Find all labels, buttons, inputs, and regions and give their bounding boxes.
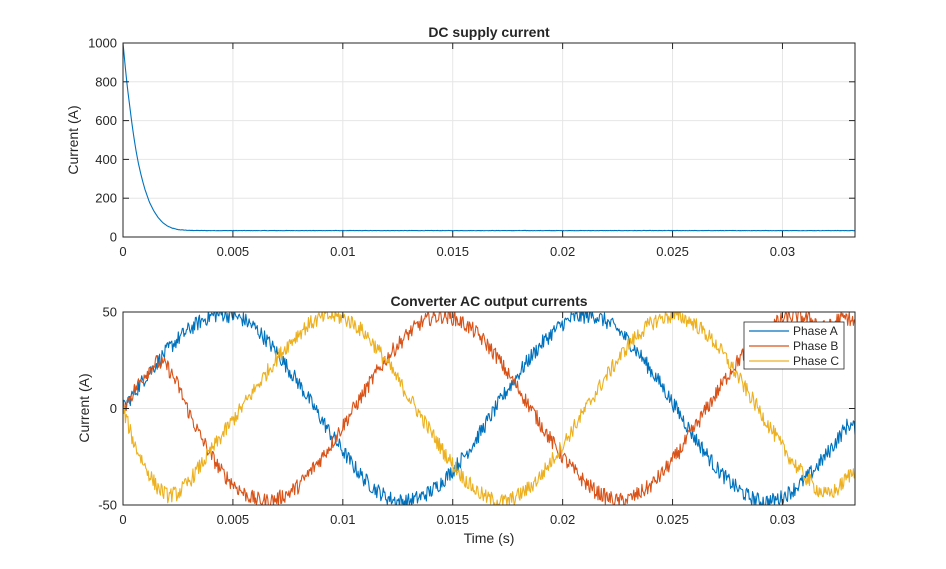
y-tick-label: 600	[95, 113, 117, 128]
legend-label-phase-b: Phase B	[793, 339, 838, 353]
x-tick-label: 0.005	[217, 512, 250, 527]
dc-current-axes: 0 0.005 0.01 0.015 0.02 0.025 0.03 0 200 400 600 80…	[65, 24, 856, 259]
ac-currents-title: Converter AC output currents	[390, 293, 587, 309]
x-tick-label: 0.01	[330, 512, 355, 527]
dc-current-series	[123, 43, 855, 232]
x-tick-label: 0.025	[656, 512, 689, 527]
dc-current-ticks: 0 0.005 0.01 0.015 0.02 0.025 0.03 0 200 400 600 80…	[88, 36, 855, 259]
ac-currents-series	[123, 312, 855, 505]
phase-a-line	[123, 312, 855, 505]
x-tick-label: 0.025	[656, 244, 689, 259]
y-tick-label: 0	[110, 401, 117, 416]
dc-current-ylabel: Current (A)	[65, 105, 81, 174]
ac-currents-grid	[123, 312, 855, 505]
ac-currents-xlabel: Time (s)	[464, 530, 515, 546]
y-tick-label: -50	[98, 498, 117, 513]
phase-c-line	[123, 312, 855, 505]
y-tick-label: 50	[103, 305, 117, 320]
ac-currents-legend: Phase A Phase B Phase C	[743, 321, 845, 370]
legend-label-phase-a: Phase A	[793, 324, 838, 338]
y-tick-label: 800	[95, 74, 117, 89]
x-tick-label: 0.03	[770, 244, 795, 259]
x-tick-label: 0	[119, 244, 126, 259]
x-tick-label: 0.015	[436, 244, 469, 259]
dc-current-title: DC supply current	[428, 24, 550, 40]
y-tick-label: 400	[95, 152, 117, 167]
dc-current-plot-area	[123, 43, 855, 237]
x-tick-label: 0	[119, 512, 126, 527]
x-tick-label: 0.02	[550, 244, 575, 259]
dc-current-line	[123, 43, 855, 232]
legend-label-phase-c: Phase C	[793, 354, 839, 368]
dc-current-grid	[123, 43, 855, 237]
phase-b-line	[123, 312, 855, 505]
ac-currents-ylabel: Current (A)	[76, 373, 92, 442]
y-tick-label: 200	[95, 191, 117, 206]
x-tick-label: 0.01	[330, 244, 355, 259]
x-tick-label: 0.02	[550, 512, 575, 527]
x-tick-label: 0.005	[217, 244, 250, 259]
x-tick-label: 0.03	[770, 512, 795, 527]
x-tick-label: 0.015	[436, 512, 469, 527]
y-tick-label: 0	[110, 230, 117, 245]
y-tick-label: 1000	[88, 36, 117, 51]
dc-current-axes-box	[122, 42, 856, 238]
